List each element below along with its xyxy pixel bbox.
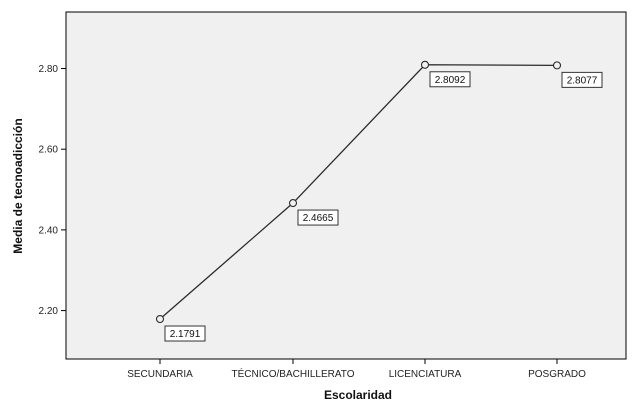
x-tick-label: POSGRADO bbox=[528, 369, 586, 380]
data-point bbox=[155, 314, 165, 324]
data-markers bbox=[155, 60, 562, 324]
data-point bbox=[552, 61, 562, 70]
data-label: 2.1791 bbox=[170, 329, 201, 340]
y-tick-label: 2.60 bbox=[39, 145, 59, 156]
data-label-box bbox=[561, 71, 603, 88]
data-label-box bbox=[164, 325, 206, 342]
x-axis: SECUNDARIA TÉCNICO/BACHILLERATO LICENCIATU… bbox=[127, 359, 586, 380]
plot-area bbox=[65, 11, 627, 360]
data-labels: 2.1791 2.4665 2.8092 2.8077 bbox=[164, 71, 603, 342]
y-tick-label: 2.20 bbox=[39, 306, 59, 317]
x-tick-label: SECUNDARIA bbox=[127, 369, 193, 380]
x-tick-label: TÉCNICO/BACHILLERATO bbox=[232, 367, 355, 380]
data-point bbox=[420, 60, 430, 69]
data-label: 2.8092 bbox=[435, 75, 466, 86]
data-label-box bbox=[297, 209, 339, 226]
data-label: 2.4665 bbox=[303, 213, 334, 224]
x-tick-label: LICENCIATURA bbox=[389, 369, 462, 380]
y-tick-label: 2.80 bbox=[39, 64, 59, 75]
x-axis-title: Escolaridad bbox=[324, 388, 392, 402]
data-label-box bbox=[429, 71, 471, 88]
y-axis: 2.20 2.40 2.60 2.80 bbox=[39, 64, 66, 317]
data-label: 2.8077 bbox=[567, 75, 598, 86]
data-point bbox=[288, 199, 298, 208]
series-line bbox=[159, 64, 558, 320]
y-tick-label: 2.40 bbox=[39, 225, 59, 236]
y-axis-title: Media de tecnoadicción bbox=[11, 118, 25, 253]
